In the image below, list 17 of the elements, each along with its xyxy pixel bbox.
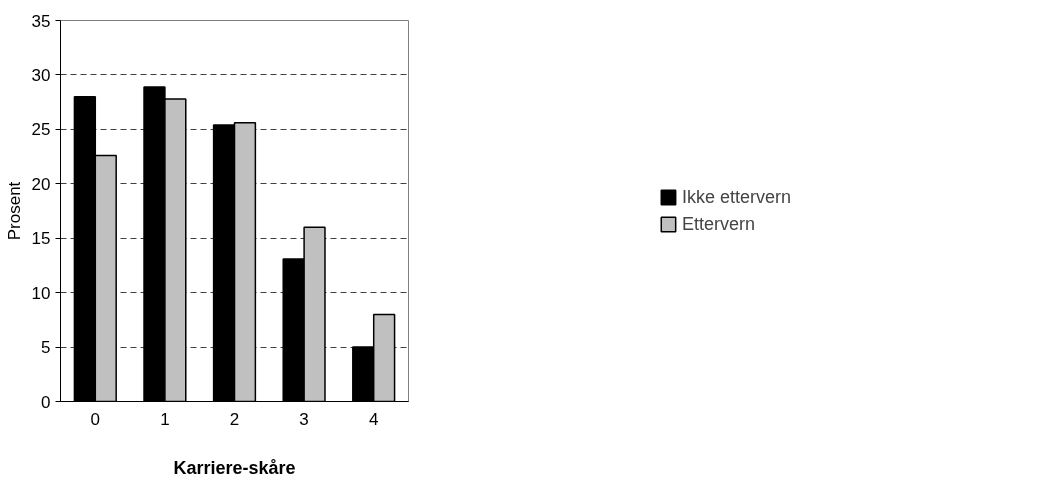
y-tick-label: 15 [31, 229, 51, 249]
y-tick-label: 0 [41, 392, 51, 412]
x-axis-title: Karriere-skåre [173, 457, 296, 478]
x-tick-label: 0 [90, 409, 101, 429]
legend-label: Ettervern [681, 213, 756, 235]
x-tick-label: 1 [160, 409, 170, 429]
y-tick-label: 25 [31, 120, 51, 140]
y-axis-title: Prosent [4, 181, 24, 241]
y-tick-label: 10 [31, 283, 51, 303]
y-tick-label: 5 [41, 338, 51, 358]
y-tick-label: 35 [31, 11, 51, 31]
y-tick-label: 20 [31, 174, 51, 194]
y-tick-label: 30 [31, 65, 51, 85]
legend-label: Ikke ettervern [681, 186, 792, 208]
x-tick-label: 2 [229, 409, 240, 429]
x-tick-label: 3 [299, 409, 309, 429]
x-tick-label: 4 [368, 409, 379, 429]
